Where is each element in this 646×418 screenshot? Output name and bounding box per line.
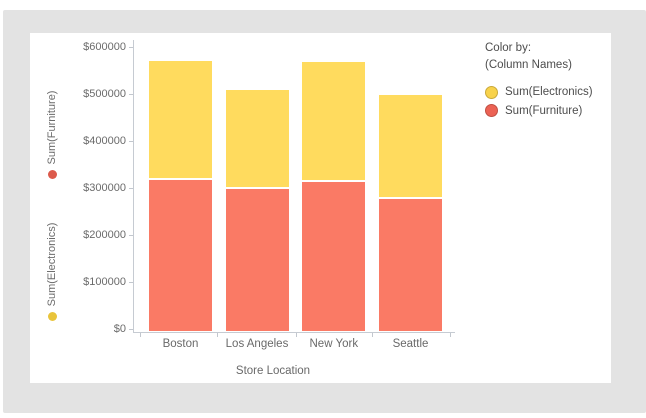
y-axis-tick-label: $600000 [83, 41, 126, 53]
legend-items: Sum(Electronics) Sum(Furniture) [485, 83, 610, 120]
x-axis-tick-mark [296, 333, 297, 337]
color-axis-selector[interactable]: (Column Names) [485, 59, 572, 71]
y-axis-tick-mark [129, 141, 133, 142]
y-axis-tick-mark [129, 94, 133, 95]
legend-item-label: Sum(Furniture) [505, 104, 583, 117]
legend-swatch-icon [485, 85, 498, 99]
x-axis-line [133, 332, 455, 333]
category-label-seattle: Seattle [392, 338, 429, 350]
x-axis-tick-mark [217, 333, 218, 337]
bar-furniture-los-angeles[interactable] [225, 189, 289, 331]
bar-electronics-boston[interactable] [149, 60, 212, 179]
bar-furniture-seattle[interactable] [379, 199, 442, 331]
x-axis-tick-mark [450, 333, 451, 337]
y-axis-tick-label: $300000 [83, 182, 126, 194]
y-axis-tick-mark [129, 329, 133, 330]
y-axis-tick-label: $0 [113, 323, 126, 335]
category-label-new-york: New York [309, 338, 359, 350]
category-label-los-angeles: Los Angeles [225, 338, 289, 350]
x-axis-tick-mark [372, 333, 373, 337]
chart-panel: $0 $100000 $200000 $300000 $400000 $500000 $60… [30, 33, 611, 383]
y-axis-line [133, 40, 134, 332]
bar-electronics-new-york[interactable] [302, 62, 366, 180]
y-axis-tick-mark [129, 282, 133, 283]
furniture-dot-icon [47, 170, 57, 180]
legend-swatch-icon [485, 104, 498, 118]
y-axis-tick-mark [129, 235, 133, 236]
x-axis-title[interactable]: Store Location [235, 365, 311, 377]
legend-title: Color by: [485, 42, 532, 54]
y-axis-measure-furniture[interactable]: Sum(Furniture) [44, 65, 60, 205]
bar-electronics-seattle[interactable] [379, 95, 442, 198]
legend-item-sum-furniture-[interactable]: Sum(Furniture) [485, 102, 610, 121]
y-axis-tick-label: $500000 [83, 88, 126, 100]
y-axis-measure-electronics-label: Sum(Electronics) [46, 222, 58, 307]
bar-furniture-boston[interactable] [149, 180, 212, 331]
legend: Color by: (Column Names) Sum(Electronics… [485, 40, 610, 120]
y-axis-tick-mark [129, 47, 133, 48]
y-axis-tick-label: $200000 [83, 229, 126, 241]
y-axis-tick-label: $400000 [83, 135, 126, 147]
category-label-boston: Boston [162, 338, 199, 350]
bar-electronics-los-angeles[interactable] [225, 90, 289, 188]
y-axis-measure-furniture-label: Sum(Furniture) [46, 90, 58, 165]
y-axis-tick-mark [129, 188, 133, 189]
legend-item-sum-electronics-[interactable]: Sum(Electronics) [485, 83, 610, 102]
x-axis-tick-mark [140, 333, 141, 337]
legend-item-label: Sum(Electronics) [505, 86, 593, 99]
electronics-dot-icon [47, 312, 57, 322]
y-axis-tick-label: $100000 [83, 276, 126, 288]
bar-furniture-new-york[interactable] [302, 182, 366, 331]
y-axis-measure-electronics[interactable]: Sum(Electronics) [44, 202, 60, 342]
